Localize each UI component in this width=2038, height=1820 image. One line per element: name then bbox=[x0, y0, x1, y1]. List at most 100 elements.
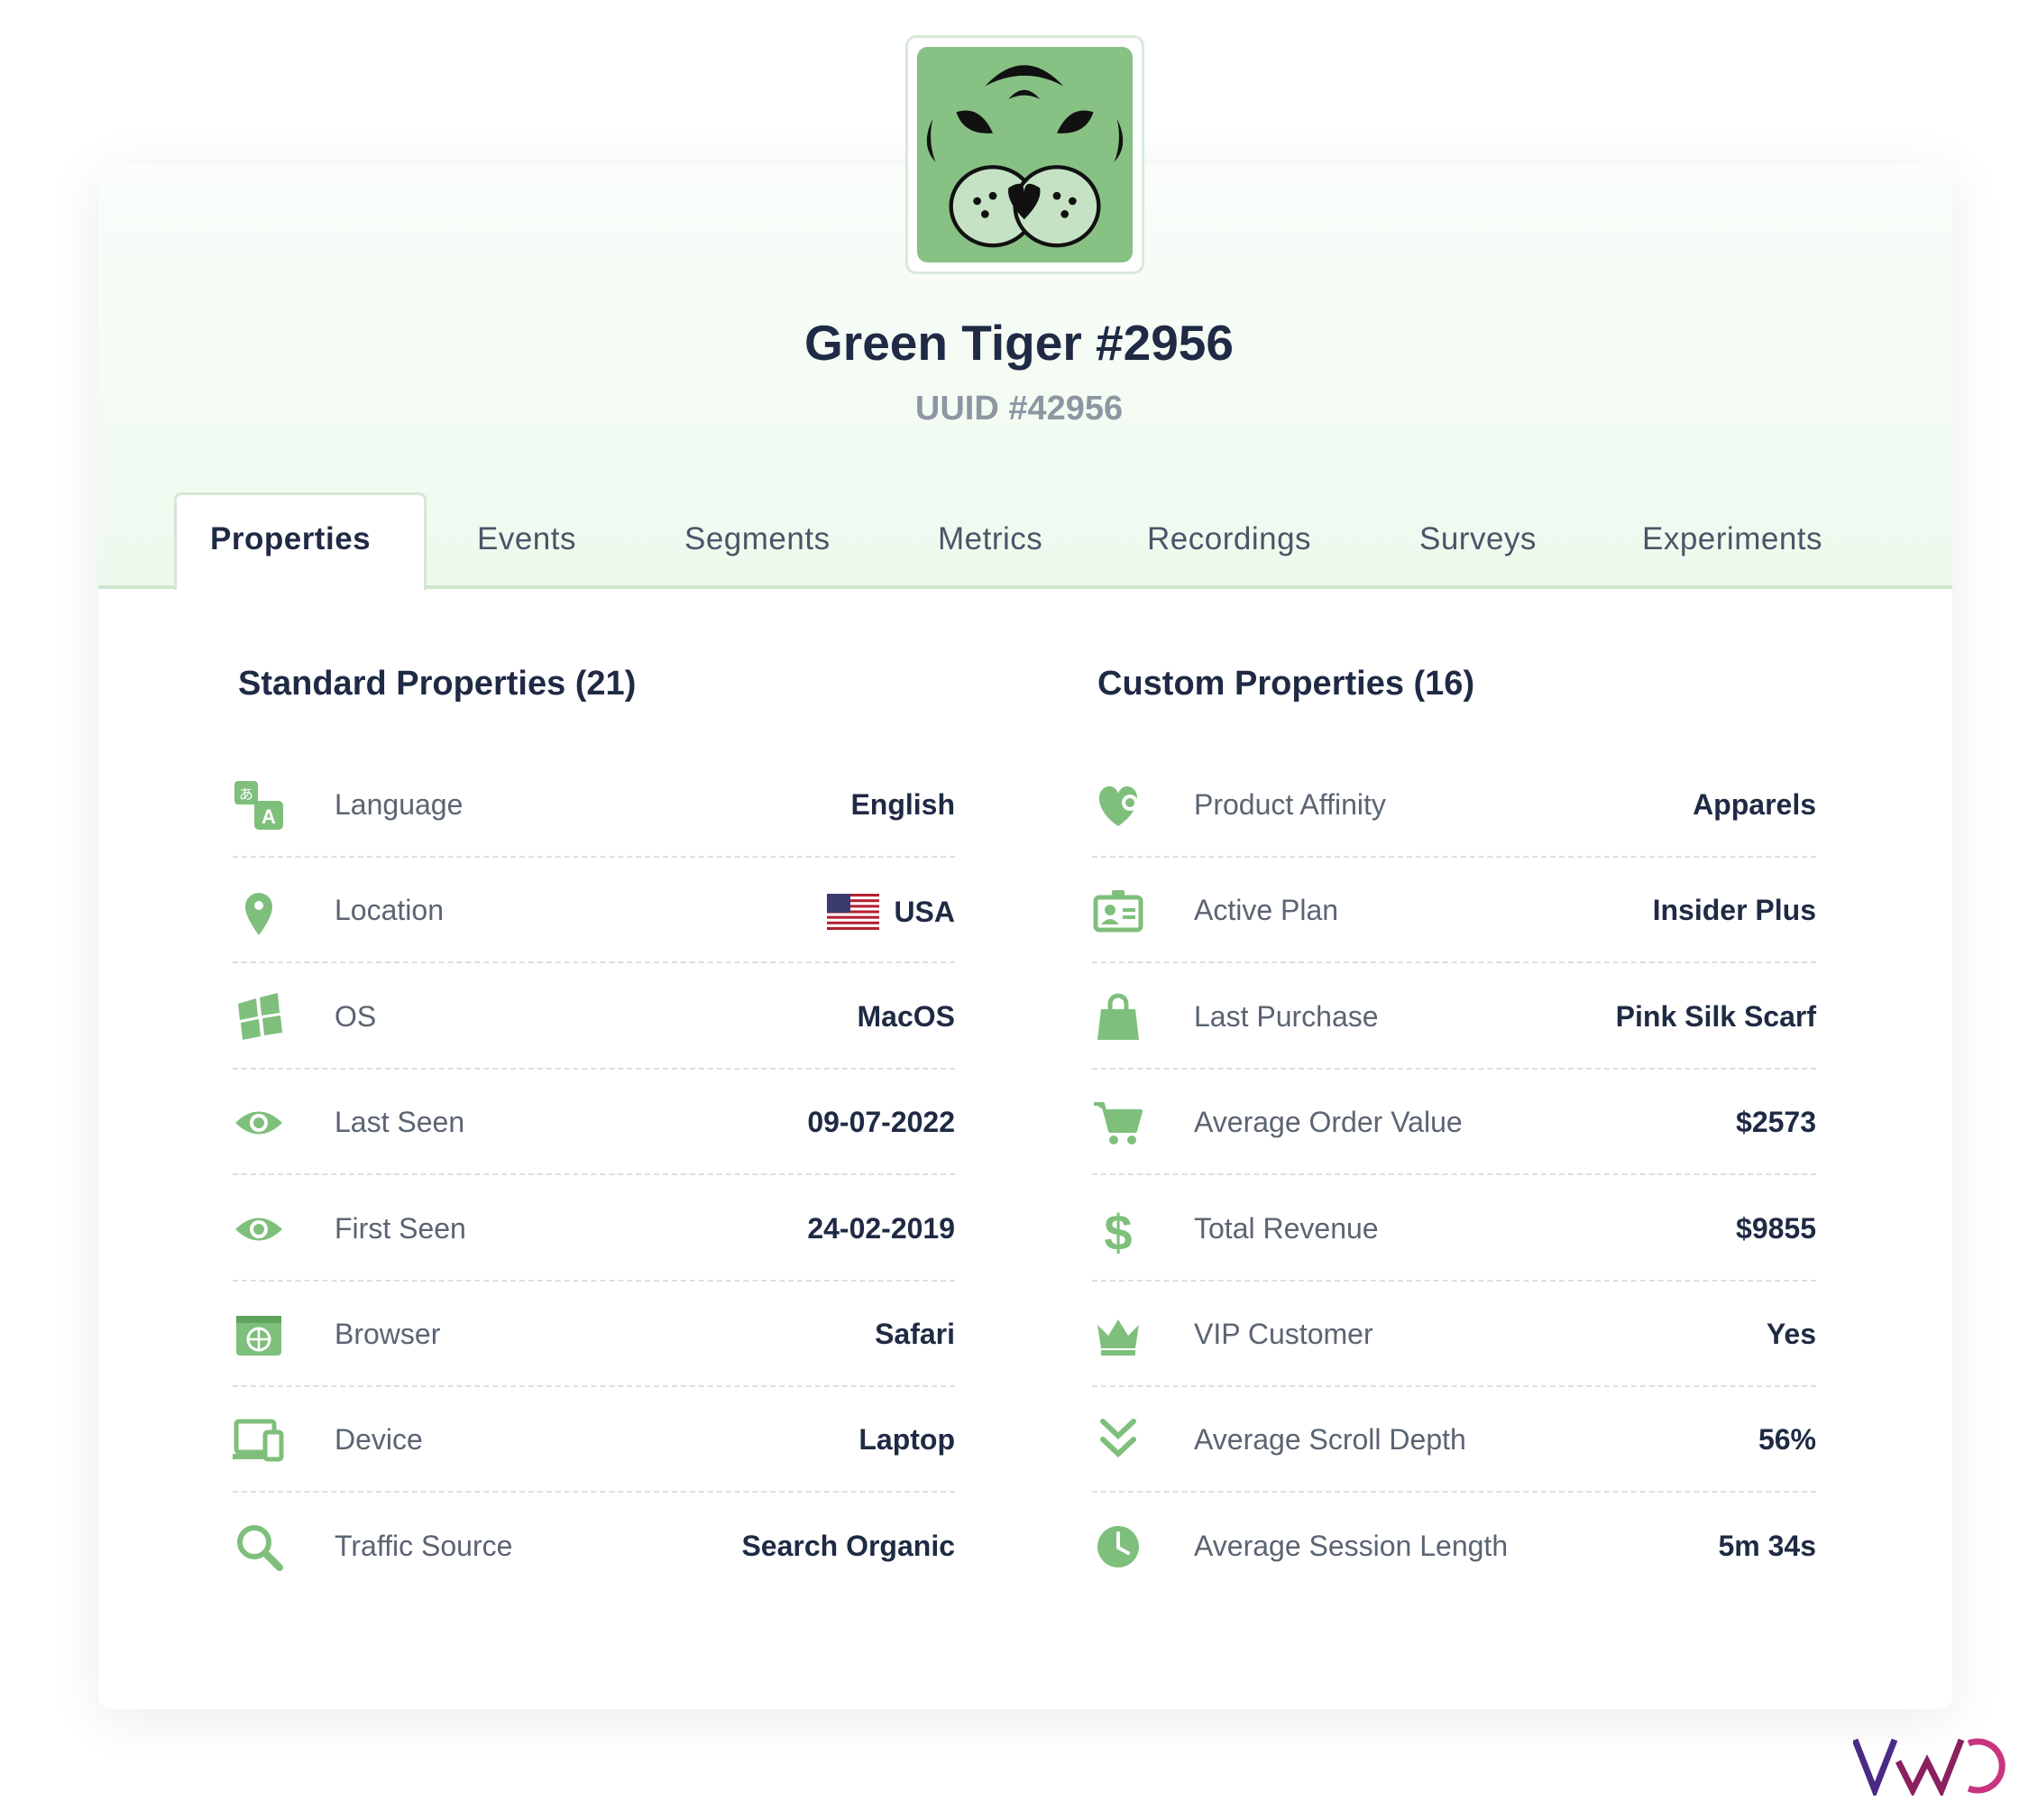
tab-recordings[interactable]: Recordings bbox=[1147, 521, 1312, 556]
us-flag-icon bbox=[827, 894, 880, 931]
property-row: First Seen 24-02-2019 bbox=[233, 1176, 955, 1282]
row-divider bbox=[1092, 856, 1816, 858]
shopping-bag-icon bbox=[1092, 991, 1144, 1043]
property-row: Average Session Length 5m 34s bbox=[1092, 1494, 1816, 1599]
property-value-text: $2573 bbox=[1736, 1106, 1816, 1139]
svg-text:A: A bbox=[262, 805, 276, 828]
property-row: Active Plan Insider Plus bbox=[1092, 858, 1816, 964]
property-row: Location USA bbox=[233, 858, 955, 964]
vwo-logo bbox=[1853, 1738, 2006, 1796]
tab-experiments[interactable]: Experiments bbox=[1642, 521, 1823, 556]
property-label: Total Revenue bbox=[1194, 1211, 1379, 1245]
heart-icon bbox=[1092, 779, 1144, 832]
property-value-text: Insider Plus bbox=[1652, 894, 1816, 927]
profile-card bbox=[98, 165, 1952, 1709]
property-value-text: MacOS bbox=[857, 999, 955, 1033]
property-value: Pink Silk Scarf bbox=[1616, 1000, 1816, 1034]
property-value-text: $9855 bbox=[1736, 1211, 1816, 1245]
property-label: Last Seen bbox=[335, 1106, 465, 1139]
property-label: Location bbox=[335, 894, 444, 927]
os-windows-icon bbox=[233, 991, 285, 1043]
property-label: Traffic Source bbox=[335, 1529, 513, 1562]
property-label: Average Scroll Depth bbox=[1194, 1423, 1466, 1457]
property-label: Device bbox=[335, 1423, 423, 1457]
property-row: Average Scroll Depth 56% bbox=[1092, 1387, 1816, 1494]
standard-properties-title: Standard Properties (21) bbox=[238, 665, 637, 703]
property-value: 56% bbox=[1758, 1423, 1816, 1457]
property-row: Product Affinity Apparels bbox=[1092, 752, 1816, 858]
property-row: $ Total Revenue $9855 bbox=[1092, 1176, 1816, 1282]
row-divider bbox=[1092, 1279, 1816, 1282]
row-divider bbox=[233, 1067, 955, 1070]
property-value: Yes bbox=[1767, 1318, 1816, 1351]
tiger-face-icon bbox=[917, 47, 1133, 262]
property-label: First Seen bbox=[335, 1211, 466, 1245]
tab-events[interactable]: Events bbox=[477, 521, 576, 556]
property-value: 24-02-2019 bbox=[807, 1212, 955, 1246]
browser-globe-icon bbox=[233, 1309, 285, 1361]
property-value-text: Pink Silk Scarf bbox=[1615, 999, 1816, 1033]
property-label: Language bbox=[335, 788, 464, 821]
property-label: Product Affinity bbox=[1194, 788, 1386, 821]
property-label: Browser bbox=[335, 1318, 441, 1350]
device-icon bbox=[233, 1414, 285, 1466]
tab-segments[interactable]: Segments bbox=[684, 521, 831, 556]
row-divider bbox=[233, 1385, 955, 1387]
property-value: 09-07-2022 bbox=[807, 1106, 955, 1139]
property-row: Browser Safari bbox=[233, 1282, 955, 1387]
profile-name: Green Tiger #2956 bbox=[804, 315, 1234, 371]
property-value: Apparels bbox=[1693, 788, 1816, 822]
property-value: MacOS bbox=[858, 1000, 955, 1034]
svg-text:あ: あ bbox=[239, 786, 253, 803]
row-divider bbox=[233, 961, 955, 964]
eye-icon bbox=[233, 1097, 285, 1149]
property-value: Safari bbox=[875, 1318, 955, 1351]
eye-icon bbox=[233, 1203, 285, 1255]
property-value-text: Safari bbox=[875, 1318, 955, 1350]
row-divider bbox=[1092, 961, 1816, 964]
property-value-text: 56% bbox=[1758, 1423, 1816, 1457]
row-divider bbox=[233, 856, 955, 858]
property-value-text: 24-02-2019 bbox=[807, 1211, 955, 1245]
tab-surveys[interactable]: Surveys bbox=[1419, 521, 1537, 556]
crown-icon bbox=[1092, 1309, 1144, 1361]
row-divider bbox=[1092, 1491, 1816, 1494]
dollar-icon: $ bbox=[1092, 1203, 1144, 1261]
clock-icon bbox=[1092, 1521, 1144, 1573]
property-value-text: Laptop bbox=[858, 1423, 955, 1457]
property-label: Average Session Length bbox=[1194, 1529, 1509, 1562]
property-row: Last Seen 09-07-2022 bbox=[233, 1070, 955, 1176]
svg-text:$: $ bbox=[1104, 1204, 1132, 1255]
property-value-text: English bbox=[850, 788, 955, 821]
property-value-text: 5m 34s bbox=[1718, 1529, 1816, 1562]
tab-metrics[interactable]: Metrics bbox=[938, 521, 1043, 556]
row-divider bbox=[1092, 1067, 1816, 1070]
custom-properties-title: Custom Properties (16) bbox=[1097, 665, 1475, 703]
avatar bbox=[905, 35, 1144, 274]
id-card-icon bbox=[1092, 885, 1144, 937]
property-label: Average Order Value bbox=[1194, 1106, 1463, 1139]
property-value: $2573 bbox=[1736, 1106, 1816, 1139]
active-tab-indicator bbox=[174, 492, 427, 590]
property-row: Average Order Value $2573 bbox=[1092, 1070, 1816, 1176]
row-divider bbox=[233, 1279, 955, 1282]
property-value-text: Search Organic bbox=[741, 1529, 955, 1562]
row-divider bbox=[233, 1173, 955, 1176]
property-label: Active Plan bbox=[1194, 894, 1339, 927]
row-divider bbox=[233, 1491, 955, 1494]
property-row: OS MacOS bbox=[233, 964, 955, 1070]
property-label: OS bbox=[335, 999, 377, 1033]
profile-uuid: UUID #42956 bbox=[914, 390, 1124, 427]
chevrons-down-icon bbox=[1092, 1414, 1144, 1466]
row-divider bbox=[1092, 1173, 1816, 1176]
property-label: VIP Customer bbox=[1194, 1318, 1373, 1350]
property-value-text: Apparels bbox=[1693, 788, 1816, 821]
tab-properties[interactable]: Properties bbox=[210, 521, 372, 556]
property-value-text: USA bbox=[894, 895, 955, 928]
tab-divider bbox=[98, 585, 1952, 589]
cart-icon bbox=[1092, 1097, 1144, 1149]
location-pin-icon bbox=[233, 885, 285, 937]
property-value: English bbox=[850, 788, 955, 822]
search-icon bbox=[233, 1521, 285, 1573]
